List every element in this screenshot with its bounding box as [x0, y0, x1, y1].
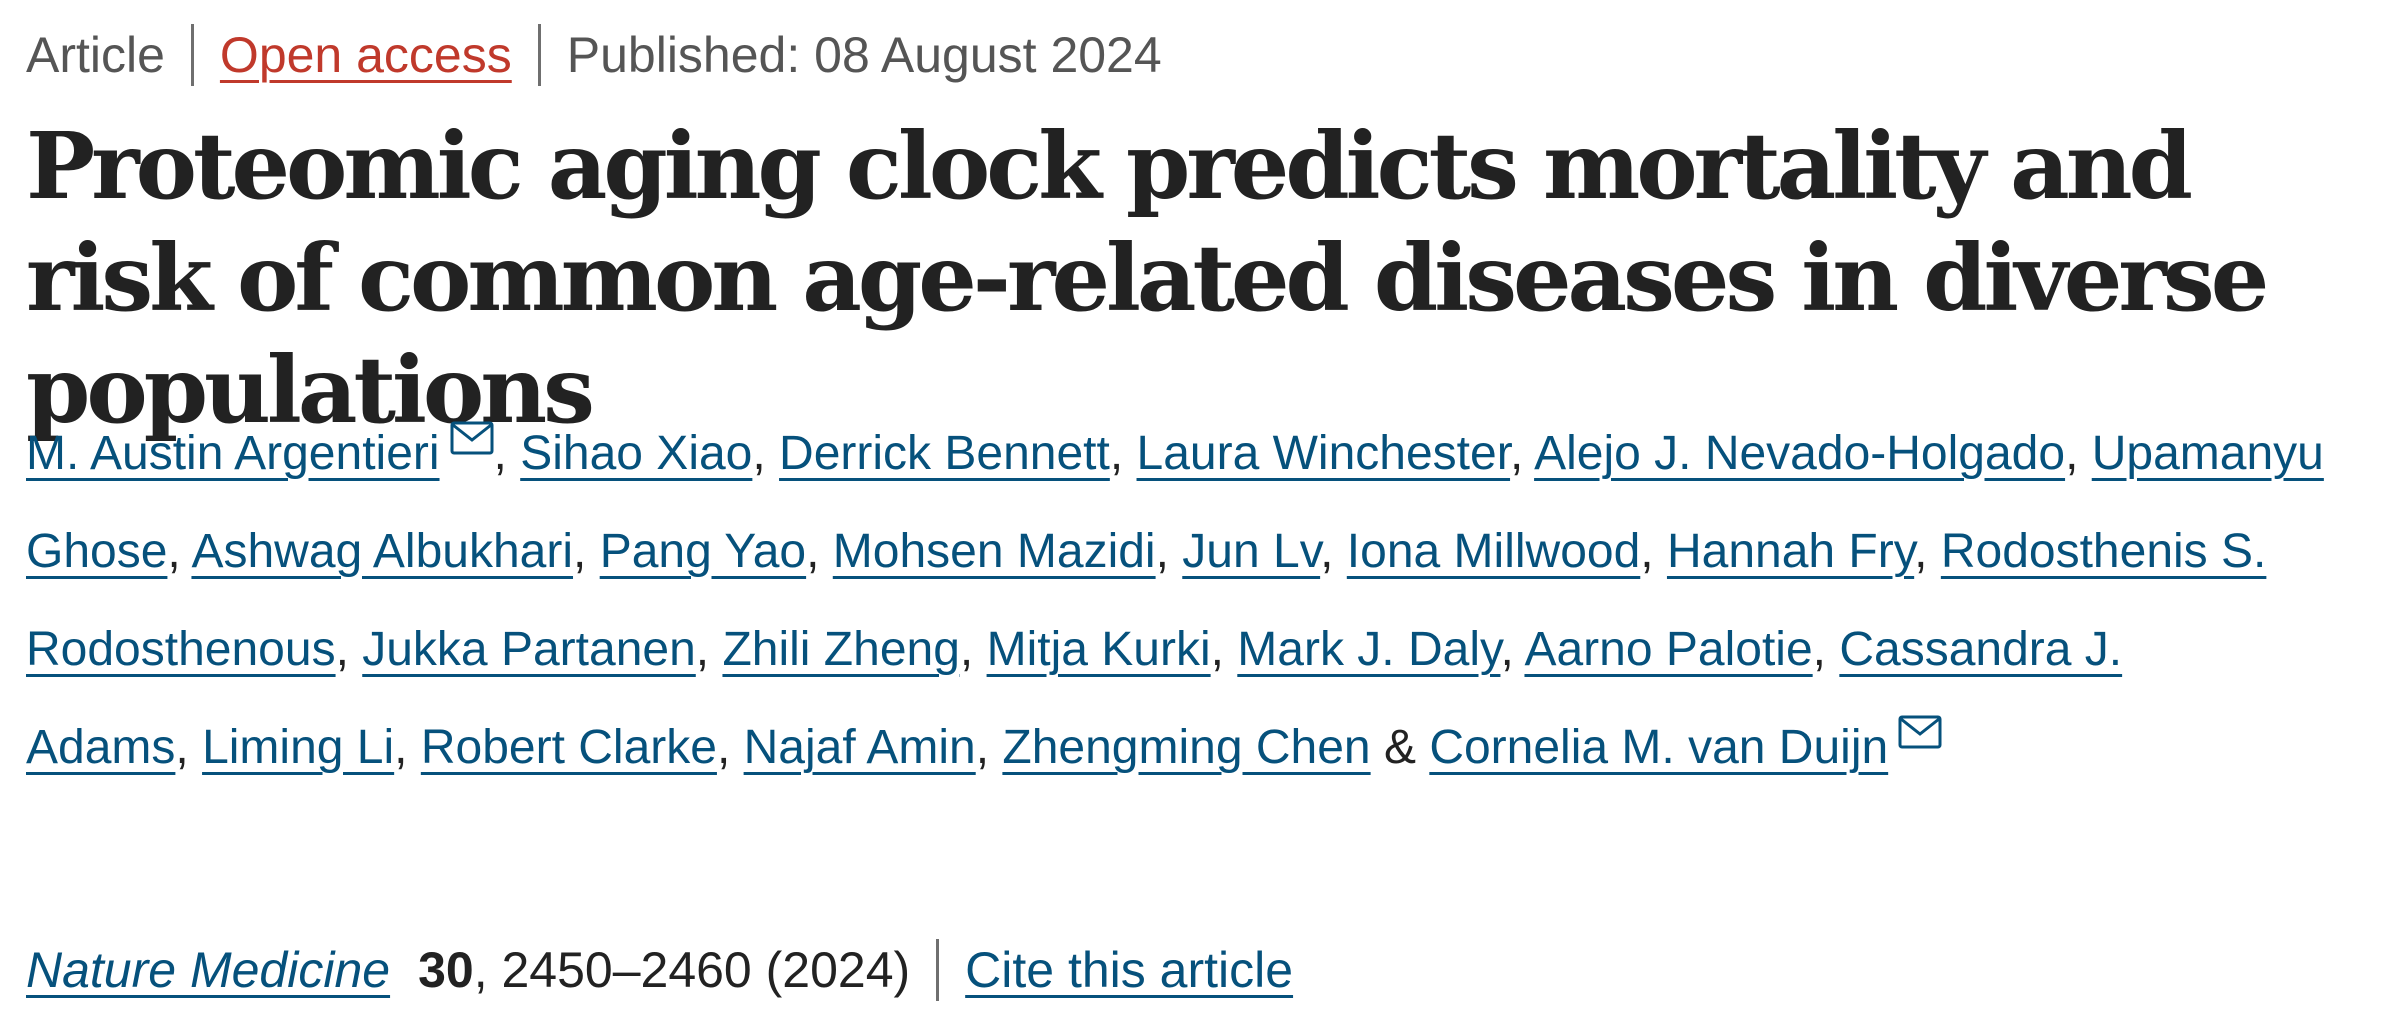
published-date: Published: 08 August 2024 — [566, 27, 1162, 83]
author-link[interactable]: Upamanyu Ghose — [26, 427, 2324, 578]
journal-link[interactable]: Nature Medicine — [26, 942, 391, 998]
author-separator: , — [175, 721, 203, 774]
author-separator: , — [716, 721, 744, 774]
author-separator: , — [1320, 525, 1347, 578]
author-separator: , — [573, 525, 600, 578]
author-link[interactable]: Derrick Bennett — [779, 427, 1110, 480]
author-link[interactable]: Rodosthenis S. Rodosthenous — [26, 525, 2267, 676]
author-separator: & — [1370, 721, 1430, 774]
volume-number: 30 — [418, 942, 474, 998]
author-link[interactable]: Mohsen Mazidi — [832, 525, 1156, 578]
author-separator: , — [167, 525, 192, 578]
author-link[interactable]: Alejo J. Nevado-Holgado — [1534, 427, 2066, 480]
author-link[interactable]: Aarno Palotie — [1524, 623, 1813, 676]
author-separator: , — [959, 623, 987, 676]
author-separator: , — [493, 427, 521, 480]
mail-icon[interactable] — [450, 421, 494, 455]
author-link[interactable]: Ashwag Albukhari — [191, 525, 574, 578]
author-link[interactable]: Mark J. Daly — [1237, 623, 1501, 676]
author-link[interactable]: Jukka Partanen — [362, 623, 696, 676]
author-separator: , — [1109, 427, 1137, 480]
author-separator: , — [1500, 623, 1525, 676]
author-link[interactable]: Cassandra J. Adams — [26, 623, 2123, 774]
author-link[interactable]: Najaf Amin — [743, 721, 976, 774]
article-title: Proteomic aging clock predicts mortality… — [26, 112, 2269, 444]
author-separator: , — [1914, 525, 1941, 578]
author-separator: , — [1640, 525, 1667, 578]
author-separator: , — [335, 623, 363, 676]
author-link[interactable]: Iona Millwood — [1346, 525, 1641, 578]
pages-year: , 2450–2460 (2024) — [473, 942, 911, 998]
citation-row: Nature Medicine 30 , 2450–2460 (2024) Ci… — [26, 935, 1293, 1005]
author-link[interactable]: Laura Winchester — [1136, 427, 1511, 480]
author-separator: , — [975, 721, 1003, 774]
author-separator: , — [2065, 427, 2092, 480]
author-link[interactable]: Zhili Zheng — [722, 623, 960, 676]
author-separator: , — [806, 525, 833, 578]
author-separator: , — [1812, 623, 1840, 676]
author-separator: , — [394, 721, 421, 774]
author-separator: , — [695, 623, 723, 676]
mail-icon[interactable] — [1898, 715, 1942, 749]
author-link[interactable]: Zhengming Chen — [1002, 721, 1371, 774]
author-link[interactable]: Hannah Fry — [1666, 525, 1915, 578]
author-separator: , — [1155, 525, 1183, 578]
author-separator: , — [1210, 623, 1238, 676]
meta-divider — [537, 24, 541, 86]
author-link[interactable]: Sihao Xiao — [520, 427, 753, 480]
author-link[interactable]: Liming Li — [202, 721, 395, 774]
citation-divider — [936, 939, 940, 1001]
meta-divider — [190, 24, 194, 86]
author-link[interactable]: Mitja Kurki — [986, 623, 1211, 676]
author-link[interactable]: Jun Lv — [1182, 525, 1321, 578]
cite-this-article-link[interactable]: Cite this article — [965, 942, 1294, 998]
author-link[interactable]: Robert Clarke — [420, 721, 717, 774]
author-link[interactable]: M. Austin Argentieri — [26, 427, 440, 480]
author-link[interactable]: Pang Yao — [599, 525, 807, 578]
author-separator: , — [752, 427, 780, 480]
author-separator: , — [1510, 427, 1535, 480]
author-list: M. Austin Argentieri, Sihao Xiao, Derric… — [26, 405, 2356, 797]
author-link[interactable]: Cornelia M. van Duijn — [1429, 721, 1889, 774]
open-access-link[interactable]: Open access — [219, 27, 512, 83]
article-type: Article — [26, 27, 165, 83]
article-meta: Article Open access Published: 08 August… — [26, 20, 1162, 90]
